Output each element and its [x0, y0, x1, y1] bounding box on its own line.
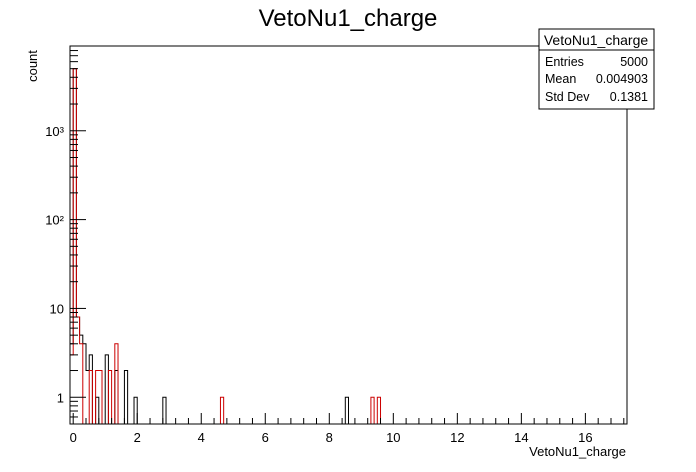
x-tick-label: 0 [70, 430, 77, 445]
stats-box: VetoNu1_charge Entries 5000 Mean 0.00490… [538, 28, 655, 110]
y-tick-label: 10² [45, 213, 64, 228]
stats-title: VetoNu1_charge [544, 32, 649, 48]
x-tick-label: 10 [386, 430, 400, 445]
x-tick-label: 4 [198, 430, 205, 445]
stats-value-std-dev: 0.1381 [610, 90, 648, 104]
y-axis: 1 10 10² 10³ [45, 45, 86, 425]
stats-value-mean: 0.004903 [596, 72, 648, 86]
series-layer [70, 68, 627, 425]
plot-frame [69, 45, 628, 425]
stats-box-frame [538, 28, 655, 110]
y-tick-label: 10 [50, 301, 64, 316]
x-axis: 0 2 4 6 8 10 12 14 16 [70, 413, 625, 445]
x-tick-label: 8 [326, 430, 333, 445]
stats-label-entries: Entries [545, 55, 584, 69]
y-tick-label: 10³ [45, 124, 64, 139]
stats-value-entries: 5000 [620, 55, 648, 69]
x-tick-label: 14 [514, 430, 528, 445]
x-tick-label: 12 [450, 430, 464, 445]
series-1-line [70, 68, 627, 425]
x-tick-label: 2 [134, 430, 141, 445]
x-tick-label: 16 [578, 430, 592, 445]
stats-label-std-dev: Std Dev [545, 90, 590, 104]
x-tick-label: 6 [262, 430, 269, 445]
stats-label-mean: Mean [545, 72, 576, 86]
series-2-line [70, 68, 627, 425]
x-axis-label: VetoNu1_charge [529, 444, 626, 459]
y-tick-label: 1 [57, 390, 64, 405]
y-axis-label: count [25, 50, 40, 82]
chart-title: VetoNu1_charge [259, 5, 438, 32]
